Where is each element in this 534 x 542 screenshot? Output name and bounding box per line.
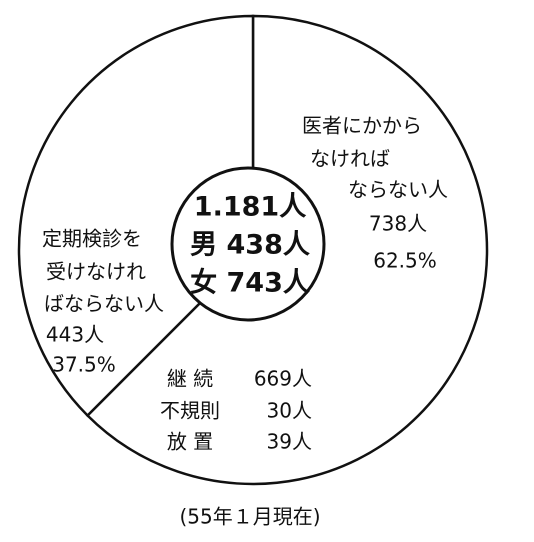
count-label: 738人 [369, 212, 427, 236]
chart: 1.181人男 438人女 743人 医者にかからなければならない人 738人 62.… [0, 0, 534, 542]
breakdown-label: 不規則 [160, 399, 220, 423]
center-label: 男 438人 [190, 230, 310, 261]
value-label: 62.5% [373, 249, 437, 273]
value-label: 37.5% [52, 353, 116, 377]
breakdown-value: 669人 [254, 367, 312, 391]
breakdown-label: 継 続 [167, 367, 213, 391]
slice-label: ならない人 [348, 178, 448, 202]
slice-label: 定期検診を [42, 227, 142, 251]
breakdown-value: 30人 [267, 399, 312, 423]
note: (55年１月現在) [179, 505, 320, 529]
breakdown-label: 放 置 [167, 430, 213, 454]
count-label: 443人 [46, 323, 104, 347]
breakdown-value: 39人 [267, 430, 312, 454]
slice-label: 受けなけれ [46, 260, 146, 284]
slice-label: 医者にかから [302, 114, 422, 138]
slice-label: ばならない人 [44, 292, 164, 316]
center-label: 1.181人 [194, 192, 306, 223]
slice-label: なければ [310, 147, 390, 171]
center-label: 女 743人 [190, 267, 310, 299]
